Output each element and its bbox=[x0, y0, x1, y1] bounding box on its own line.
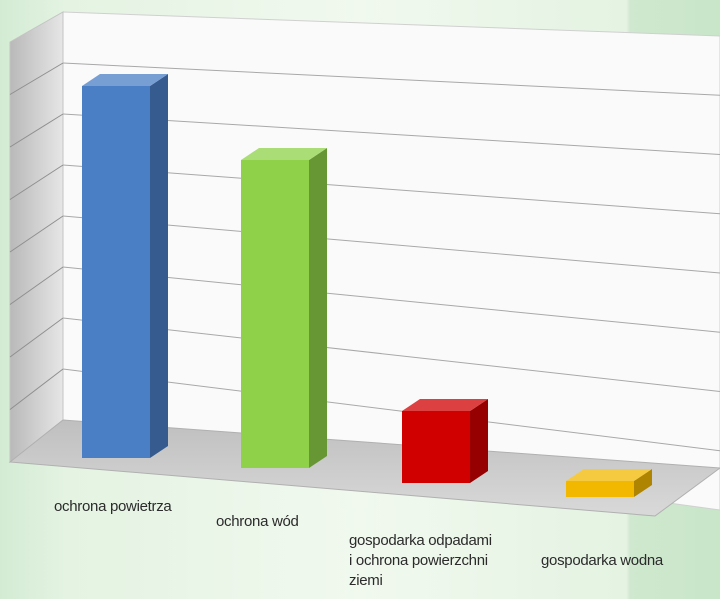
bar-top bbox=[241, 148, 327, 160]
bars bbox=[82, 74, 652, 497]
bar-front bbox=[82, 86, 150, 458]
side-wall bbox=[9, 11, 64, 464]
gridline bbox=[62, 164, 720, 215]
bar-side bbox=[150, 74, 168, 458]
category-label-ochrona-wod: ochrona wód bbox=[216, 513, 299, 530]
category-label-ochrona-powietrza: ochrona powietrza bbox=[54, 498, 172, 515]
bar-3 bbox=[566, 469, 652, 497]
bar-front bbox=[402, 411, 470, 483]
gridline bbox=[62, 62, 720, 96]
gridline bbox=[62, 113, 720, 155]
bar-0 bbox=[82, 74, 168, 458]
gridline-side bbox=[9, 164, 64, 200]
bar-side bbox=[470, 399, 488, 483]
bar-top bbox=[402, 399, 488, 411]
bar-top bbox=[82, 74, 168, 86]
gridline-side bbox=[9, 317, 64, 358]
gridline-side bbox=[9, 266, 64, 305]
category-label-gospodarka-wodna: gospodarka wodna bbox=[541, 552, 663, 569]
bar-top bbox=[566, 469, 652, 481]
gridlines bbox=[9, 62, 720, 452]
bar-side bbox=[634, 469, 652, 497]
gridline-side bbox=[9, 62, 64, 95]
gridline bbox=[62, 215, 720, 274]
category-label-gospodarka-odpadami: gospodarka odpadami i ochrona powierzchn… bbox=[349, 532, 492, 589]
gridline bbox=[62, 317, 720, 392]
floor bbox=[8, 419, 720, 517]
gridline bbox=[62, 266, 720, 333]
bar-1 bbox=[241, 148, 327, 468]
bar-front bbox=[566, 481, 634, 497]
gridline-side bbox=[9, 215, 64, 253]
bar-side bbox=[309, 148, 327, 468]
gridline-side bbox=[9, 368, 64, 410]
gridline bbox=[62, 368, 720, 452]
gridline-side bbox=[9, 113, 64, 148]
bar-2 bbox=[402, 399, 488, 483]
bar-front bbox=[241, 160, 309, 468]
